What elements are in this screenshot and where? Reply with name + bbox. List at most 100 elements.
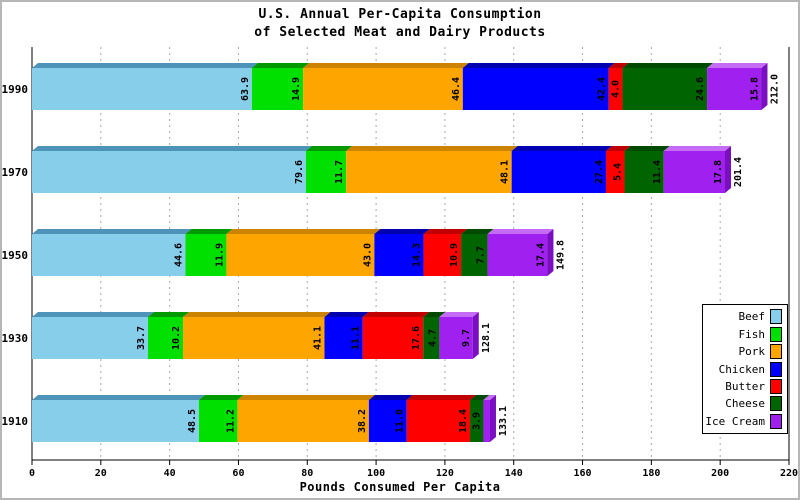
segment-butter (406, 400, 471, 442)
segment-top-fish (185, 229, 233, 234)
segment-top-ice-cream (483, 395, 496, 400)
legend-swatch-ice-cream (770, 413, 782, 429)
x-tick-label: 160 (574, 468, 592, 479)
legend-swatch-chicken (770, 361, 782, 377)
legend-label: Chicken (718, 362, 765, 376)
segment-top-ice-cream (663, 146, 731, 151)
x-axis-ticks: 0 20 40 60 80 100 120 140 160 180 200 220 (29, 460, 798, 479)
x-tick-label: 180 (642, 468, 660, 479)
segment-top-cheese (624, 146, 670, 151)
segment-value-label: 10.9 (449, 243, 460, 267)
legend-item-fish: Fish (705, 326, 782, 342)
segment-value-label: 4.0 (610, 80, 621, 98)
segment-top-butter (608, 63, 629, 68)
segment-top-chicken (511, 146, 612, 151)
segment-pork (303, 68, 463, 110)
legend-label: Pork (738, 345, 766, 359)
x-tick-label: 40 (164, 468, 176, 479)
legend-swatch-butter (770, 378, 782, 394)
segment-fish (305, 151, 347, 193)
x-tick-label: 60 (232, 468, 244, 479)
bar-1910: 1910 48.5 11.2 38.2 11.0 18.4 3.9 133.1 (2, 395, 509, 442)
segment-value-label: 18.4 (458, 409, 469, 433)
segment-top-ice-cream (487, 229, 554, 234)
segment-ice-cream (483, 400, 490, 442)
chart-title-line1: U.S. Annual Per-Capita Consumption (258, 7, 542, 22)
segment-value-label: 48.1 (500, 160, 511, 184)
segment-chicken (368, 400, 407, 442)
segment-ice-cream (663, 151, 725, 193)
segment-value-label: 14.3 (412, 243, 423, 267)
legend-label: Ice Cream (705, 414, 765, 428)
segment-top-beef (32, 229, 192, 234)
segment-top-butter (423, 229, 468, 234)
bar-side-face (472, 312, 479, 359)
segment-top-cheese (461, 229, 494, 234)
segment-top-butter (406, 395, 477, 400)
segment-top-cheese (470, 395, 490, 400)
y-category-label: 1970 (2, 166, 28, 179)
segment-value-label: 11.1 (351, 326, 362, 350)
bar-1930: 1930 33.7 10.2 41.1 11.1 17.6 4.7 9.7 128.1 (2, 312, 492, 359)
segment-value-label: 79.6 (294, 160, 305, 184)
segment-value-label: 5.4 (613, 163, 624, 181)
bar-total-label: 133.1 (498, 406, 509, 436)
segment-top-pork (303, 63, 469, 68)
segment-top-ice-cream (707, 63, 768, 68)
segment-cheese (423, 317, 440, 359)
segment-value-label: 38.2 (357, 409, 368, 433)
segment-ice-cream (707, 68, 762, 110)
segment-chicken (374, 234, 424, 276)
segment-value-label: 17.6 (411, 326, 422, 350)
x-tick-label: 80 (301, 468, 313, 479)
x-tick-label: 100 (367, 468, 385, 479)
legend-swatch-pork (770, 344, 782, 360)
legend-item-butter: Butter (705, 378, 782, 394)
x-tick-label: 200 (711, 468, 729, 479)
y-category-label: 1910 (2, 415, 28, 428)
segment-pork (226, 234, 375, 276)
legend-item-ice-cream: Ice Cream (705, 413, 782, 429)
segment-value-label: 9.7 (461, 329, 472, 347)
segment-pork (346, 151, 512, 193)
segment-top-fish (305, 146, 353, 151)
segment-fish (198, 400, 238, 442)
segment-value-label: 7.7 (476, 246, 487, 264)
segment-top-fish (251, 63, 310, 68)
segment-value-label: 17.4 (535, 243, 546, 267)
legend-item-pork: Pork (705, 344, 782, 360)
segment-cheese (624, 151, 664, 193)
bar-total-label: 128.1 (481, 323, 492, 353)
segment-top-butter (362, 312, 430, 317)
segment-top-pork (226, 229, 381, 234)
segment-value-label: 11.4 (652, 160, 663, 184)
bar-side-face (489, 395, 496, 442)
segment-value-label: 14.9 (291, 77, 302, 101)
legend-label: Butter (725, 379, 765, 393)
segment-cheese (461, 234, 488, 276)
segment-top-chicken (368, 395, 413, 400)
segment-butter (423, 234, 462, 276)
segment-chicken (511, 151, 606, 193)
segment-cheese (622, 68, 708, 110)
segment-value-label: 63.9 (240, 77, 251, 101)
segment-top-pork (237, 395, 375, 400)
segment-value-label: 11.9 (214, 243, 225, 267)
segment-ice-cream (487, 234, 548, 276)
legend-label: Fish (738, 327, 766, 341)
segment-chicken (324, 317, 363, 359)
x-tick-label: 20 (95, 468, 107, 479)
segment-top-beef (32, 312, 154, 317)
segment-top-fish (147, 312, 190, 317)
bar-total-label: 201.4 (733, 157, 744, 187)
segment-top-pork (346, 146, 518, 151)
segment-value-label: 33.7 (136, 326, 147, 350)
segment-fish (185, 234, 227, 276)
segment-top-cheese (622, 63, 714, 68)
bar-side-face (724, 146, 731, 193)
segment-value-label: 11.2 (225, 409, 236, 433)
bar-side-face (547, 229, 554, 276)
y-category-label: 1990 (2, 83, 28, 96)
segment-butter (608, 68, 623, 110)
